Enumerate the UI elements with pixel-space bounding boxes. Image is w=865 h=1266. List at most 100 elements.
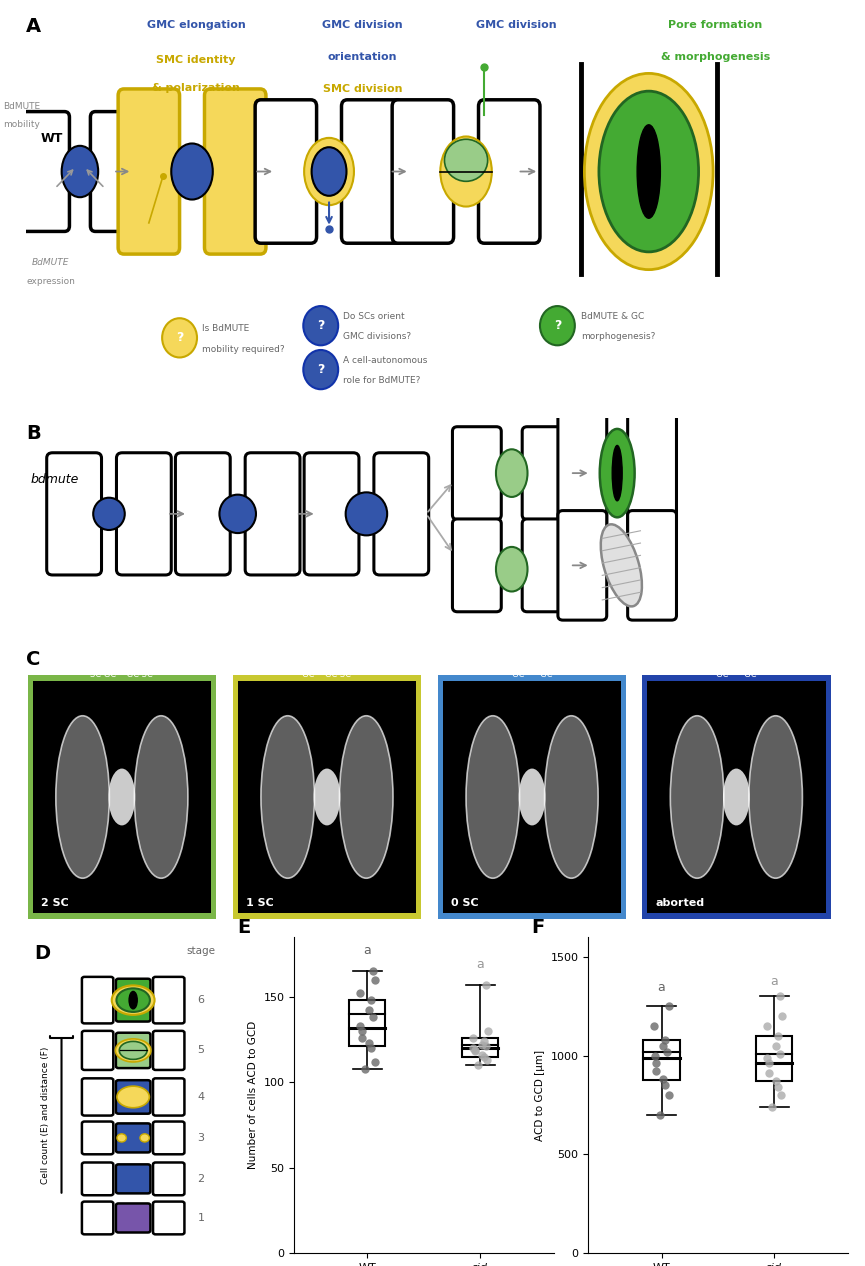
Text: 0 SC: 0 SC (452, 899, 478, 909)
Text: ?: ? (176, 332, 183, 344)
FancyBboxPatch shape (82, 1079, 113, 1115)
FancyBboxPatch shape (238, 681, 416, 913)
Ellipse shape (670, 715, 724, 879)
Bar (644, 1039, 680, 1080)
Y-axis label: ACD to GCD [µm]: ACD to GCD [µm] (535, 1050, 545, 1141)
Bar (462, 1038, 498, 1057)
Ellipse shape (261, 715, 315, 879)
FancyBboxPatch shape (558, 510, 606, 620)
Text: a: a (477, 958, 484, 971)
Ellipse shape (585, 73, 713, 270)
Text: Do SCs orient: Do SCs orient (343, 311, 405, 320)
Text: GMC divisions?: GMC divisions? (343, 333, 411, 342)
Ellipse shape (519, 768, 546, 825)
FancyBboxPatch shape (522, 427, 571, 519)
Ellipse shape (314, 768, 340, 825)
Ellipse shape (117, 1086, 150, 1108)
Ellipse shape (599, 91, 699, 252)
FancyBboxPatch shape (176, 453, 230, 575)
FancyBboxPatch shape (82, 1122, 113, 1155)
Text: a: a (363, 944, 371, 957)
FancyBboxPatch shape (28, 675, 216, 919)
FancyBboxPatch shape (452, 519, 502, 611)
Text: & polarization: & polarization (152, 82, 240, 92)
Text: Cell count (E) and distance (F): Cell count (E) and distance (F) (42, 1047, 50, 1184)
Ellipse shape (545, 715, 598, 879)
Text: expression: expression (27, 276, 75, 286)
Text: GMC elongation: GMC elongation (147, 20, 246, 30)
FancyBboxPatch shape (642, 675, 830, 919)
Text: mobility: mobility (3, 120, 41, 129)
Ellipse shape (496, 547, 528, 591)
Ellipse shape (56, 715, 109, 879)
Text: role for BdMUTE?: role for BdMUTE? (343, 376, 420, 385)
Text: bdmute: bdmute (30, 472, 79, 486)
FancyBboxPatch shape (82, 1162, 113, 1195)
FancyBboxPatch shape (116, 1033, 151, 1069)
FancyBboxPatch shape (21, 111, 69, 232)
Y-axis label: Number of cells ACD to GCD: Number of cells ACD to GCD (247, 1020, 258, 1170)
FancyBboxPatch shape (33, 681, 211, 913)
FancyBboxPatch shape (304, 453, 359, 575)
FancyBboxPatch shape (116, 979, 151, 1022)
Text: GMC division: GMC division (322, 20, 402, 30)
FancyBboxPatch shape (153, 1122, 184, 1155)
Text: 2 SC: 2 SC (41, 899, 68, 909)
Text: ?: ? (317, 319, 324, 332)
Text: & morphogenesis: & morphogenesis (661, 52, 770, 62)
Text: 4: 4 (197, 1093, 205, 1101)
FancyBboxPatch shape (478, 100, 540, 243)
Ellipse shape (129, 991, 138, 1009)
Ellipse shape (612, 446, 622, 501)
Ellipse shape (496, 449, 528, 498)
Ellipse shape (445, 139, 488, 181)
Text: SC GC    GC SC: SC GC GC SC (91, 670, 153, 679)
Ellipse shape (440, 137, 492, 206)
Text: mobility required?: mobility required? (202, 344, 285, 353)
Ellipse shape (112, 985, 155, 1015)
Text: BdMUTE: BdMUTE (32, 258, 69, 267)
FancyBboxPatch shape (342, 100, 403, 243)
Ellipse shape (108, 768, 135, 825)
FancyBboxPatch shape (82, 977, 113, 1023)
Text: orientation: orientation (328, 52, 397, 62)
Text: aborted: aborted (656, 899, 704, 909)
Ellipse shape (119, 1042, 147, 1060)
Circle shape (540, 306, 575, 346)
FancyBboxPatch shape (119, 89, 180, 254)
FancyBboxPatch shape (558, 413, 606, 533)
Text: 1: 1 (198, 1213, 205, 1223)
Ellipse shape (638, 125, 660, 218)
Ellipse shape (35, 149, 66, 204)
Text: SMC identity: SMC identity (157, 54, 236, 65)
Bar (756, 1036, 792, 1081)
Text: 2: 2 (197, 1174, 205, 1184)
Text: A: A (26, 18, 41, 37)
Ellipse shape (304, 138, 354, 205)
FancyBboxPatch shape (153, 1079, 184, 1115)
Ellipse shape (93, 498, 125, 530)
FancyBboxPatch shape (233, 675, 421, 919)
Text: a: a (771, 975, 778, 989)
Ellipse shape (115, 1039, 151, 1062)
Text: ?: ? (554, 319, 561, 332)
Text: GMC division: GMC division (476, 20, 556, 30)
Text: F: F (531, 918, 544, 937)
Text: BdMUTE & GC: BdMUTE & GC (580, 311, 644, 320)
Text: Pore formation: Pore formation (668, 20, 762, 30)
Text: ?: ? (317, 363, 324, 376)
Ellipse shape (346, 492, 388, 536)
Circle shape (162, 318, 197, 357)
FancyBboxPatch shape (82, 1031, 113, 1070)
Ellipse shape (94, 149, 125, 204)
Text: 5: 5 (198, 1046, 205, 1056)
Text: GC      GC: GC GC (716, 670, 757, 679)
Text: Is BdMUTE: Is BdMUTE (202, 324, 249, 333)
FancyBboxPatch shape (153, 977, 184, 1023)
Text: 6: 6 (198, 995, 205, 1005)
FancyBboxPatch shape (116, 1080, 151, 1114)
Ellipse shape (117, 989, 150, 1012)
Text: 1 SC: 1 SC (246, 899, 273, 909)
FancyBboxPatch shape (647, 681, 825, 913)
FancyBboxPatch shape (47, 453, 101, 575)
